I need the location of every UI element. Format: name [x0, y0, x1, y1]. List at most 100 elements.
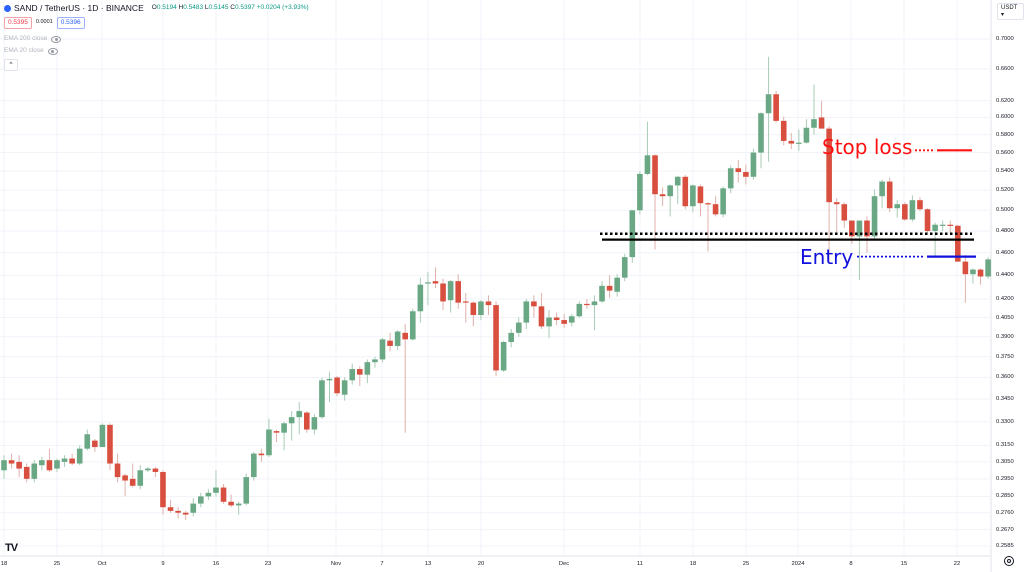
- candle[interactable]: [788, 132, 795, 149]
- candle[interactable]: [493, 301, 499, 377]
- candle[interactable]: [886, 177, 893, 213]
- candle[interactable]: [99, 423, 106, 448]
- candle[interactable]: [258, 448, 265, 462]
- indicator-ema-200[interactable]: EMA 200 close: [4, 33, 309, 45]
- candle[interactable]: [379, 338, 386, 363]
- candle[interactable]: [667, 184, 673, 217]
- candle[interactable]: [182, 510, 189, 521]
- sell-price-button[interactable]: 0.5395: [4, 16, 32, 30]
- candle[interactable]: [114, 453, 121, 483]
- candle[interactable]: [599, 281, 605, 303]
- candle[interactable]: [372, 356, 378, 368]
- candle[interactable]: [977, 268, 984, 285]
- candle[interactable]: [485, 295, 492, 316]
- candle[interactable]: [629, 210, 636, 263]
- candle[interactable]: [409, 308, 416, 341]
- candle[interactable]: [1, 455, 7, 479]
- candle[interactable]: [39, 456, 45, 471]
- candle[interactable]: [447, 279, 454, 313]
- candle[interactable]: [621, 253, 628, 282]
- candle[interactable]: [129, 463, 136, 488]
- candle[interactable]: [924, 208, 931, 234]
- candle[interactable]: [690, 184, 696, 213]
- candle[interactable]: [811, 84, 817, 135]
- candle[interactable]: [23, 463, 30, 483]
- candle[interactable]: [531, 295, 537, 318]
- candle[interactable]: [16, 455, 22, 478]
- candle[interactable]: [591, 295, 598, 331]
- candle[interactable]: [356, 366, 363, 387]
- candle[interactable]: [758, 112, 764, 169]
- candle[interactable]: [107, 423, 113, 471]
- candle[interactable]: [54, 458, 60, 472]
- candle[interactable]: [803, 119, 810, 144]
- candle[interactable]: [432, 267, 439, 289]
- candle[interactable]: [515, 317, 522, 337]
- candle[interactable]: [780, 116, 787, 146]
- candle[interactable]: [637, 171, 643, 215]
- candle[interactable]: [470, 301, 477, 327]
- candle[interactable]: [818, 100, 825, 129]
- candle[interactable]: [61, 455, 68, 467]
- buy-price-button[interactable]: 0.5396: [56, 16, 85, 30]
- candle[interactable]: [553, 312, 560, 326]
- candle[interactable]: [440, 278, 446, 311]
- candle[interactable]: [175, 507, 181, 519]
- candle[interactable]: [523, 299, 530, 329]
- candle[interactable]: [273, 429, 280, 443]
- candle[interactable]: [712, 196, 719, 217]
- candle[interactable]: [705, 202, 711, 252]
- candle[interactable]: [871, 189, 878, 240]
- candle[interactable]: [311, 414, 318, 435]
- candle[interactable]: [364, 359, 371, 384]
- candle[interactable]: [84, 429, 91, 451]
- candle[interactable]: [750, 148, 757, 180]
- indicator-ema-20[interactable]: EMA 20 close: [4, 45, 309, 57]
- eye-hidden-icon[interactable]: [47, 47, 58, 55]
- candle[interactable]: [955, 224, 961, 262]
- candle[interactable]: [152, 466, 159, 478]
- candle[interactable]: [674, 175, 681, 205]
- candle[interactable]: [326, 371, 333, 403]
- candle[interactable]: [833, 198, 840, 235]
- candle[interactable]: [584, 299, 590, 309]
- candle[interactable]: [455, 274, 461, 309]
- candle[interactable]: [546, 310, 552, 339]
- candle[interactable]: [985, 257, 991, 279]
- candle[interactable]: [720, 186, 726, 218]
- candle[interactable]: [644, 121, 651, 175]
- candle[interactable]: [46, 448, 53, 472]
- candle[interactable]: [304, 411, 310, 433]
- candle[interactable]: [296, 402, 303, 435]
- candle[interactable]: [425, 271, 431, 306]
- candle[interactable]: [909, 195, 916, 222]
- candle[interactable]: [478, 300, 484, 321]
- settings-gear-icon[interactable]: [1004, 556, 1014, 566]
- candle[interactable]: [205, 489, 212, 500]
- candle[interactable]: [198, 492, 204, 508]
- currency-selector[interactable]: USDT ▾: [997, 3, 1024, 20]
- candle[interactable]: [417, 277, 424, 323]
- candle[interactable]: [659, 187, 666, 207]
- candle[interactable]: [235, 501, 242, 515]
- candle[interactable]: [394, 330, 401, 350]
- candle[interactable]: [652, 154, 658, 250]
- candle[interactable]: [76, 445, 83, 466]
- candle[interactable]: [266, 418, 272, 457]
- candle[interactable]: [576, 301, 583, 318]
- candle[interactable]: [137, 465, 144, 490]
- candle[interactable]: [31, 460, 38, 483]
- candle[interactable]: [682, 174, 689, 210]
- candle[interactable]: [894, 200, 901, 218]
- candle[interactable]: [947, 220, 954, 234]
- candle[interactable]: [970, 268, 976, 284]
- candle[interactable]: [538, 292, 545, 329]
- candle[interactable]: [462, 292, 469, 323]
- candle[interactable]: [773, 91, 779, 123]
- candle[interactable]: [727, 165, 734, 194]
- candle[interactable]: [841, 202, 848, 228]
- candle[interactable]: [228, 494, 234, 508]
- candle[interactable]: [962, 254, 969, 303]
- candle[interactable]: [288, 411, 295, 441]
